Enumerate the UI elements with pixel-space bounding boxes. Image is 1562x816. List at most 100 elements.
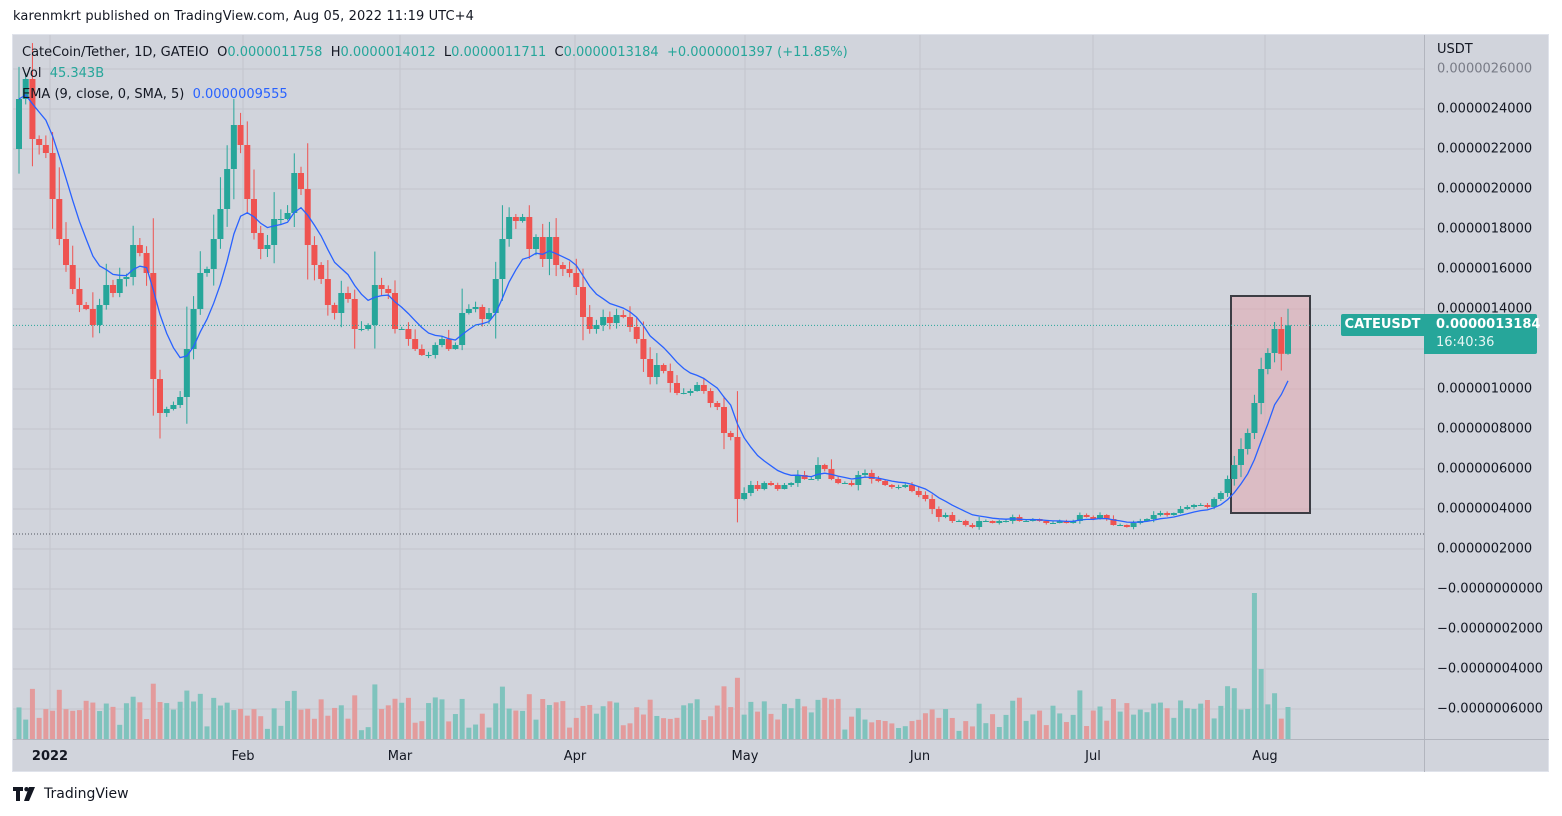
candle-body [674, 383, 680, 393]
volume-bar [526, 694, 532, 739]
candle-body [875, 479, 882, 481]
candle-body [251, 199, 257, 233]
published-info: karenmkrt published on TradingView.com, … [13, 9, 474, 24]
candle-body [465, 309, 472, 313]
tradingview-logo[interactable]: TradingView [13, 786, 129, 802]
candle-body [848, 483, 855, 485]
candle-body [794, 475, 801, 483]
time-axis[interactable]: 2022 Feb Mar Apr May Jun Jul Aug [13, 739, 1549, 772]
candle-body [1103, 515, 1110, 519]
volume-bar [117, 724, 123, 739]
volume-bar [432, 697, 438, 739]
candle-body [351, 299, 358, 329]
volume-bar [1184, 708, 1190, 739]
candle-body [1070, 521, 1077, 523]
legend-high: 0.0000014012 [340, 45, 436, 60]
price-tick-label: 0.0000008000 [1437, 421, 1533, 437]
time-tick-label: Aug [1252, 749, 1278, 764]
volume-bar [869, 722, 875, 739]
volume-bar [285, 700, 291, 739]
volume-bar [701, 719, 707, 739]
candle-body [479, 307, 486, 319]
highlight-rectangle[interactable] [1230, 295, 1311, 514]
volume-bar [1023, 720, 1029, 739]
candle-body [942, 515, 949, 517]
chart-plot-area[interactable] [13, 35, 1424, 739]
candle-body [707, 391, 714, 403]
candle-body [157, 379, 163, 413]
volume-bar [674, 717, 680, 739]
candle-body [163, 409, 170, 413]
volume-bar [352, 695, 358, 739]
candle-body [841, 483, 848, 484]
volume-bar [338, 705, 344, 739]
volume-bar [1050, 705, 1056, 739]
candle-body [660, 365, 667, 371]
candle-body [1083, 515, 1090, 517]
volume-bar [217, 705, 223, 739]
volume-bar [1016, 697, 1022, 739]
volume-bar [137, 702, 143, 739]
candle-body [747, 485, 754, 493]
candle-body [1150, 515, 1157, 519]
candle-body [1238, 449, 1244, 465]
candle-body [1056, 521, 1063, 523]
volume-bar [936, 717, 942, 739]
candle-body [1197, 505, 1204, 506]
volume-bar [1043, 725, 1049, 739]
volume-bar [634, 707, 640, 739]
volume-bar [1231, 688, 1237, 739]
candle-body [613, 315, 620, 323]
volume-bar [493, 703, 499, 739]
candle-body [519, 217, 526, 221]
volume-bar [1037, 710, 1043, 739]
legend-ema[interactable]: EMA (9, close, 0, SMA, 5) 0.0000009555 [22, 87, 288, 102]
volume-bar [506, 708, 512, 739]
volume-bar [318, 699, 324, 739]
volume-bar [170, 709, 176, 739]
candle-body [700, 385, 707, 391]
candle-body [734, 437, 741, 499]
candle-body [170, 405, 177, 409]
volume-bar [956, 730, 962, 739]
volume-bar [36, 717, 42, 739]
candle-body [197, 273, 204, 309]
legend-symbol[interactable]: CateCoin/Tether, 1D, GATEIO [22, 45, 209, 60]
candle-body [311, 245, 318, 265]
volume-bar [184, 690, 190, 739]
candle-body [1097, 515, 1103, 519]
candle-body [559, 265, 566, 269]
time-tick-label: Jun [909, 749, 931, 764]
candle-body [385, 289, 392, 293]
candle-body [271, 219, 278, 245]
last-price-value: 0.0000013184 [1436, 317, 1541, 332]
volume-bar [828, 699, 834, 739]
price-axis[interactable]: USDT 0.0000026000 0.0000024000 0.000002200… [1424, 35, 1549, 739]
time-tick-label: Apr [563, 749, 587, 764]
candle-body [1285, 325, 1291, 354]
volume-bar [291, 690, 297, 739]
candle-body [962, 521, 969, 525]
candle-body [110, 285, 116, 293]
volume-bar [392, 698, 398, 739]
volume-bar [1272, 693, 1278, 739]
volume-bar [795, 698, 801, 739]
candle-body [761, 483, 768, 489]
candle-body [103, 285, 110, 305]
candle-body [224, 169, 231, 209]
price-tick-label: −0.0000000000 [1437, 581, 1544, 597]
candle-body [16, 99, 22, 149]
candle-body [801, 475, 808, 479]
volume-bar [862, 719, 868, 739]
candle-body [63, 239, 69, 265]
volume-bar [486, 727, 492, 739]
candle-body [499, 239, 506, 279]
legend-volume[interactable]: Vol 45.343B [22, 66, 105, 81]
price-tick-label: 0.0000024000 [1437, 101, 1533, 117]
volume-bar [1285, 707, 1291, 739]
candle-body [244, 145, 251, 199]
volume-bar [775, 719, 781, 739]
volume-bar [1063, 722, 1069, 739]
candle-body [42, 145, 49, 153]
volume-bar [150, 683, 156, 739]
